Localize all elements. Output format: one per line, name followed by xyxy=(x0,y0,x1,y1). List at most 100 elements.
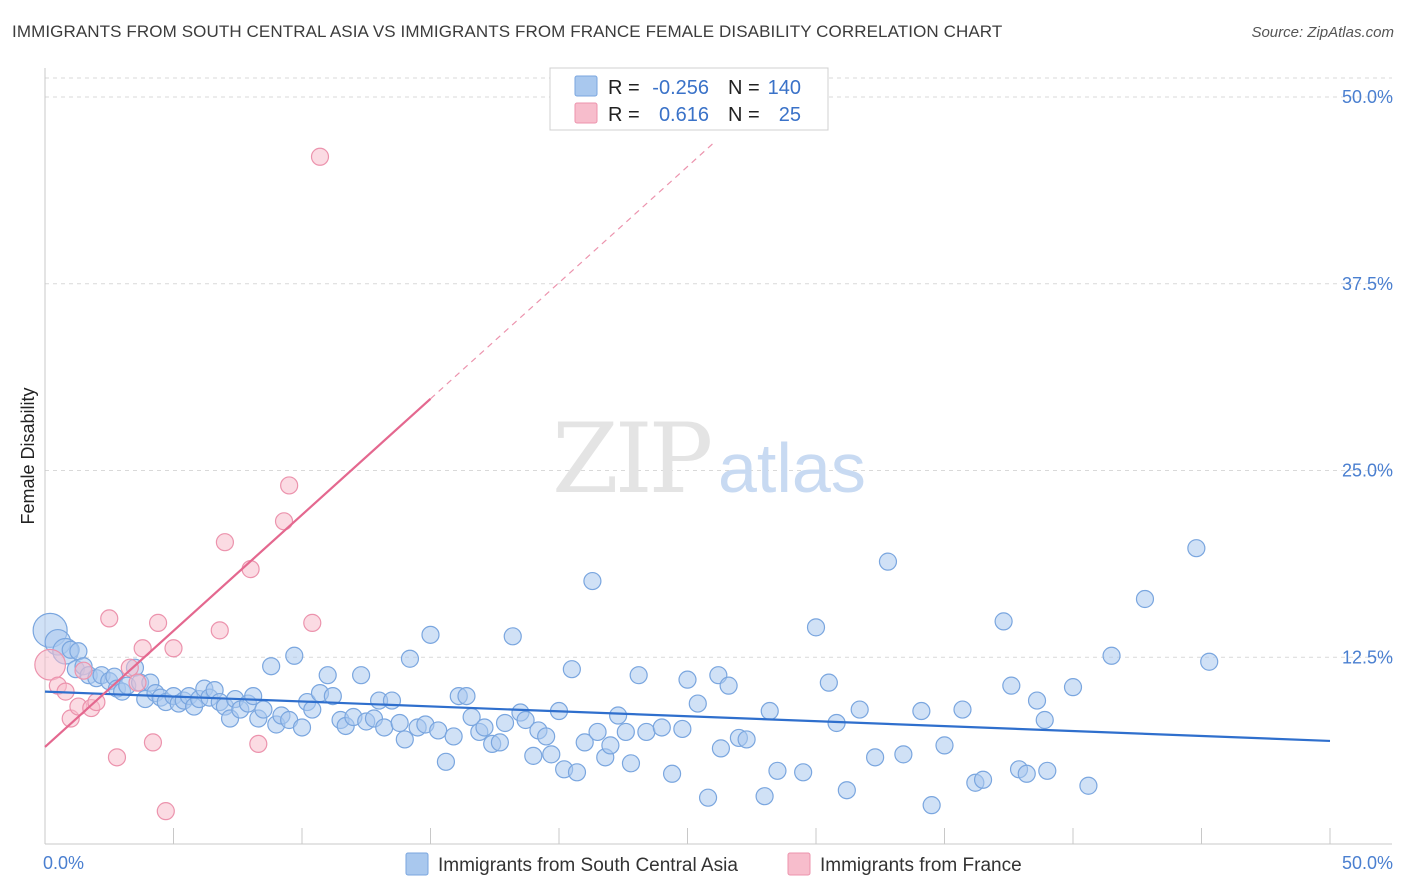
x-tick-label-1: 50.0% xyxy=(1342,853,1393,873)
watermark: ZIP atlas xyxy=(552,403,866,515)
south-central-asia-point xyxy=(382,691,402,710)
south-central-asia-point xyxy=(1187,539,1206,558)
south-central-asia-point xyxy=(400,649,420,668)
south-central-asia-point xyxy=(922,796,941,815)
south-central-asia-point xyxy=(390,713,409,733)
south-central-asia-point xyxy=(616,722,635,742)
bottom-legend-label-blue: Immigrants from South Central Asia xyxy=(438,855,738,876)
x-tick-labels: 0.0% 50.0% xyxy=(43,853,1393,873)
south-central-asia-point xyxy=(575,733,594,752)
legend-swatch-blue xyxy=(574,75,598,97)
south-central-asia-point xyxy=(601,736,620,755)
axes xyxy=(44,68,1392,845)
trend-lines xyxy=(44,142,1331,748)
south-central-asia-point xyxy=(1200,652,1219,671)
legend: R = -0.256 N = 140 R = 0.616 N = 25 xyxy=(549,67,829,131)
france-point xyxy=(274,512,294,531)
south-central-asia-point xyxy=(621,754,641,773)
france-point xyxy=(280,476,299,495)
watermark-zip: ZIP xyxy=(552,403,711,515)
south-central-asia-point xyxy=(562,660,581,679)
south-central-asia-point xyxy=(737,730,756,749)
y-tick-label-1: 25.0% xyxy=(1342,461,1393,481)
y-tick-labels: 12.5% 25.0% 37.5% 50.0% xyxy=(1342,87,1393,667)
france-point xyxy=(133,639,152,658)
y-tick-label-3: 50.0% xyxy=(1342,87,1393,107)
south-central-asia-point xyxy=(629,666,648,685)
france-point xyxy=(210,621,229,640)
south-central-asia-point xyxy=(583,571,602,591)
south-central-asia-point xyxy=(698,788,718,807)
legend-n-value-1: 140 xyxy=(768,77,801,99)
legend-swatch-pink xyxy=(574,102,598,124)
france-point xyxy=(215,533,234,552)
south-central-asia-point xyxy=(912,701,931,721)
france-point xyxy=(249,734,268,754)
france-point xyxy=(241,560,260,579)
france-point xyxy=(310,147,330,166)
south-central-asia-point xyxy=(436,752,456,771)
france-point xyxy=(120,658,139,677)
south-central-asia-point xyxy=(457,686,476,706)
series-south-central-asia xyxy=(32,539,1219,815)
south-central-asia-point xyxy=(662,764,682,783)
bottom-legend-label-pink: Immigrants from France xyxy=(820,855,1022,876)
south-central-asia-point xyxy=(318,666,337,685)
bottom-legend-swatch-pink xyxy=(787,852,811,876)
south-central-asia-point xyxy=(1035,710,1054,730)
south-central-asia-point xyxy=(421,625,440,644)
south-central-asia-point xyxy=(503,627,522,646)
south-central-asia-point xyxy=(850,700,869,719)
source-label: Source: ZipAtlas.com xyxy=(1251,24,1394,41)
south-central-asia-point xyxy=(303,700,322,719)
south-central-asia-point xyxy=(490,733,509,752)
france-point xyxy=(143,733,163,752)
legend-r-label-1: R = xyxy=(608,77,640,99)
france-point xyxy=(148,613,168,632)
france-point xyxy=(156,802,175,821)
south-central-asia-point xyxy=(768,761,787,780)
south-central-asia-point xyxy=(935,736,954,755)
south-central-asia-point xyxy=(516,710,535,730)
south-central-asia-point xyxy=(711,739,731,758)
france-point xyxy=(74,661,93,680)
south-central-asia-point xyxy=(1079,776,1098,795)
trend-line-france-extension xyxy=(430,142,714,400)
bottom-legend: Immigrants from South Central Asia Immig… xyxy=(405,852,1022,876)
south-central-asia-point xyxy=(609,706,628,725)
chart-title: IMMIGRANTS FROM SOUTH CENTRAL ASIA VS IM… xyxy=(12,22,1003,41)
legend-n-label-1: N = xyxy=(728,77,760,99)
south-central-asia-point xyxy=(673,719,692,739)
south-central-asia-point xyxy=(495,713,515,733)
south-central-asia-point xyxy=(429,721,448,740)
south-central-asia-point xyxy=(1017,764,1036,783)
france-point xyxy=(34,648,67,681)
x-tick-label-0: 0.0% xyxy=(43,853,84,873)
y-tick-label-2: 37.5% xyxy=(1342,274,1393,294)
south-central-asia-point xyxy=(678,670,697,689)
bottom-legend-swatch-blue xyxy=(405,852,429,876)
south-central-asia-point xyxy=(375,718,394,737)
legend-r-value-2: 0.616 xyxy=(659,104,709,126)
south-central-asia-point xyxy=(794,763,813,782)
watermark-atlas: atlas xyxy=(718,429,866,507)
south-central-asia-point xyxy=(588,722,607,742)
south-central-asia-point xyxy=(806,618,826,637)
south-central-asia-point xyxy=(719,676,738,695)
south-central-asia-point xyxy=(352,666,371,685)
france-point xyxy=(128,673,147,692)
south-central-asia-point xyxy=(262,657,281,676)
south-central-asia-point xyxy=(323,686,342,706)
south-central-asia-point xyxy=(542,745,561,764)
france-point xyxy=(164,639,183,658)
south-central-asia-point xyxy=(1038,761,1057,780)
france-point xyxy=(100,609,119,628)
series-france xyxy=(34,147,330,821)
south-central-asia-point xyxy=(652,718,671,737)
south-central-asia-point xyxy=(866,748,885,767)
south-central-asia-point xyxy=(537,727,556,746)
south-central-asia-point xyxy=(837,781,856,800)
south-central-asia-point xyxy=(395,730,414,749)
trend-line-france xyxy=(44,397,432,748)
